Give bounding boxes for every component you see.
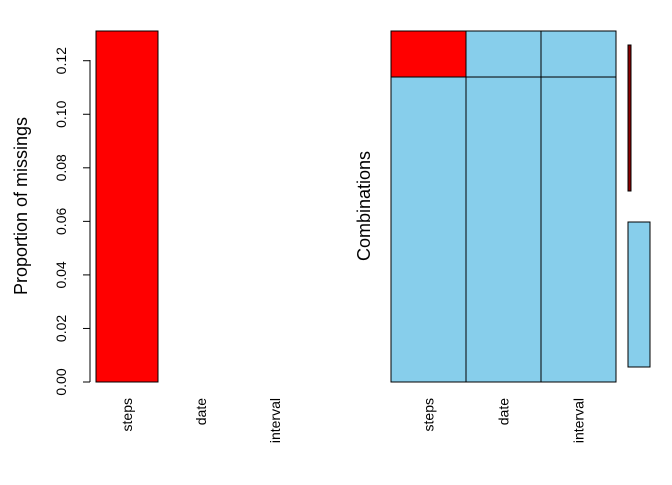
x-tick-label-date: date — [193, 398, 209, 425]
y-tick-label: 0.12 — [53, 47, 69, 74]
heatmap-cell-interval-combination-1 — [540, 30, 617, 78]
heatmap-x-tick-label-date: date — [496, 398, 512, 425]
y-tick-label: 0.06 — [53, 208, 69, 235]
x-tick-labels: steps date interval — [119, 398, 283, 443]
y-ticks: 0.00 0.02 0.04 0.06 0.08 0.10 0.12 — [53, 47, 90, 396]
heatmap-cell-steps-combination-2 — [390, 76, 467, 383]
heatmap-x-tick-label-steps: steps — [421, 398, 437, 431]
heatmap-cells — [390, 30, 617, 383]
x-tick-label-interval: interval — [267, 398, 283, 443]
bars — [95, 30, 159, 383]
y-tick-label: 0.10 — [53, 100, 69, 127]
y-axis-title: Proportion of missings — [11, 117, 31, 295]
heatmap-cell-steps-combination-1 — [390, 30, 467, 78]
heatmap-x-tick-label-interval: interval — [571, 398, 587, 443]
y-tick-label: 0.08 — [53, 154, 69, 181]
frequency-bar-combination-1 — [627, 44, 632, 192]
x-tick-label-steps: steps — [119, 398, 135, 431]
y-tick-label: 0.02 — [53, 315, 69, 342]
y-tick-label: 0.04 — [53, 261, 69, 288]
combination-frequency-bars — [627, 44, 651, 368]
frequency-bar-combination-2 — [627, 221, 651, 368]
heatmap-y-axis-title: Combinations — [354, 151, 374, 261]
y-tick-label: 0.00 — [53, 368, 69, 395]
heatmap-x-tick-labels: steps date interval — [421, 398, 587, 443]
proportion-bar-chart: 0.00 0.02 0.04 0.06 0.08 0.10 0.12 steps date in… — [11, 30, 283, 443]
heatmap-cell-date-combination-2 — [465, 76, 542, 383]
bar-steps — [95, 30, 159, 383]
heatmap-cell-interval-combination-2 — [540, 76, 617, 383]
heatmap-cell-date-combination-1 — [465, 30, 542, 78]
combinations-heatmap: steps date interval Combinations — [354, 30, 651, 443]
